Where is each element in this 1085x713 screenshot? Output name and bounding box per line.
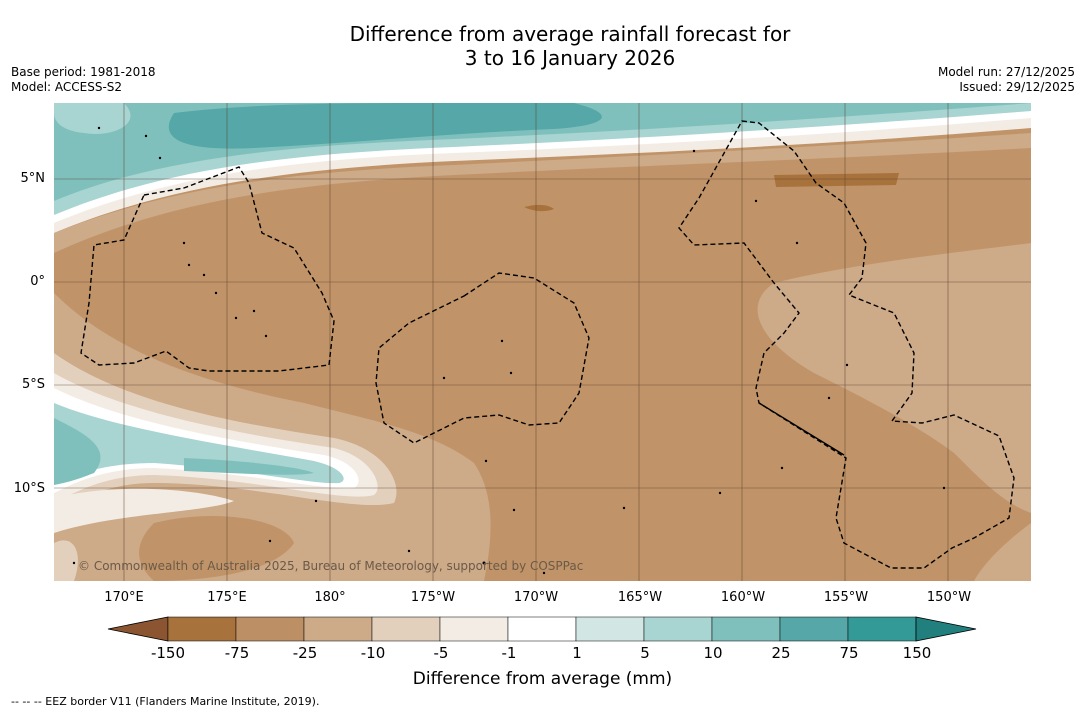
lon-tick-170e: 170°E <box>104 590 144 605</box>
eez-solid-line <box>758 402 845 456</box>
lat-tick-10s: 10°S <box>13 481 45 496</box>
colorbar-swatch <box>847 616 917 642</box>
region-slight-dry-corner <box>54 540 78 581</box>
map-title: Difference from average rainfall forecas… <box>0 22 1085 70</box>
colorbar-swatch <box>439 616 509 642</box>
region-slightly-dry-north <box>54 133 1031 253</box>
colorbar-extend-high <box>915 616 977 642</box>
graticule <box>54 103 1031 581</box>
lon-tick-180: 180° <box>314 590 346 605</box>
colorbar-swatch <box>643 616 713 642</box>
eez-legend-note: -- -- -- EEZ border V11 (Flanders Marine… <box>11 695 320 708</box>
eez-tokelau <box>375 272 590 444</box>
lat-tick-0: 0° <box>30 274 45 289</box>
region-very-dry-patch-east <box>774 173 899 187</box>
title-line-1: Difference from average rainfall forecas… <box>349 22 791 46</box>
region-dry-south-patch <box>139 515 294 581</box>
lon-tick-155w: 155°W <box>823 590 869 605</box>
rainfall-map <box>54 103 1031 581</box>
meta-left: Base period: 1981-2018 Model: ACCESS-S2 <box>11 65 156 95</box>
lon-tick-160w: 160°W <box>720 590 766 605</box>
colorbar-label: 25 <box>771 644 791 662</box>
colorbar-extend-low <box>107 616 169 642</box>
region-wetter-southwest <box>54 418 101 485</box>
lon-tick-175e: 175°E <box>207 590 247 605</box>
colorbar-swatch <box>575 616 645 642</box>
title-line-2: 3 to 16 January 2026 <box>464 46 676 70</box>
colorbar-label: -25 <box>292 644 318 662</box>
region-very-wet-north <box>168 103 602 149</box>
colorbar-swatch <box>779 616 849 642</box>
colorbar <box>107 616 977 642</box>
issued-date: Issued: 29/12/2025 <box>959 80 1075 94</box>
colorbar-swatch <box>711 616 781 642</box>
colorbar-label: 1 <box>572 644 582 662</box>
colorbar-swatch <box>235 616 305 642</box>
region-dry-southeast <box>974 523 1031 581</box>
region-dry-east <box>757 243 1031 513</box>
eez-tuvalu <box>80 166 335 372</box>
region-wet-corner <box>54 103 131 134</box>
colorbar-label: 75 <box>839 644 859 662</box>
colorbar-label: 150 <box>902 644 932 662</box>
colorbar-swatch <box>507 616 577 642</box>
region-wet-southwest <box>54 403 344 484</box>
region-very-dry-patch-central <box>524 204 554 212</box>
colorbar-label: -1 <box>501 644 517 662</box>
lon-tick-175w: 175°W <box>410 590 456 605</box>
map-panel <box>54 103 1031 581</box>
lat-tick-5n: 5°N <box>20 171 46 186</box>
colorbar-swatch <box>303 616 373 642</box>
model-name: Model: ACCESS-S2 <box>11 80 123 94</box>
colorbar-label: 10 <box>703 644 723 662</box>
colorbar-label: 5 <box>640 644 650 662</box>
lon-tick-150w: 150°W <box>926 590 972 605</box>
lat-tick-5s: 5°S <box>21 377 45 392</box>
eez-borders <box>80 120 1015 569</box>
islands <box>72 126 946 575</box>
base-period: Base period: 1981-2018 <box>11 65 156 79</box>
colorbar-label: -150 <box>150 644 186 662</box>
meta-right: Model run: 27/12/2025 Issued: 29/12/2025 <box>938 65 1075 95</box>
eez-solid-segment <box>758 402 845 456</box>
colorbar-label: -10 <box>360 644 386 662</box>
eez-kiribati-cook <box>678 120 1015 569</box>
lon-tick-170w: 170°W <box>513 590 559 605</box>
model-run: Model run: 27/12/2025 <box>937 65 1075 79</box>
copyright-notice: © Commonwealth of Australia 2025, Bureau… <box>78 559 584 573</box>
colorbar-title: Difference from average (mm) <box>412 669 673 689</box>
colorbar-label: -5 <box>433 644 449 662</box>
region-near-average-south <box>54 488 234 533</box>
colorbar-swatch <box>371 616 441 642</box>
colorbar-swatch <box>167 616 237 642</box>
lon-tick-165w: 165°W <box>617 590 663 605</box>
region-wetter-band-south <box>184 458 314 475</box>
colorbar-label: -75 <box>224 644 250 662</box>
